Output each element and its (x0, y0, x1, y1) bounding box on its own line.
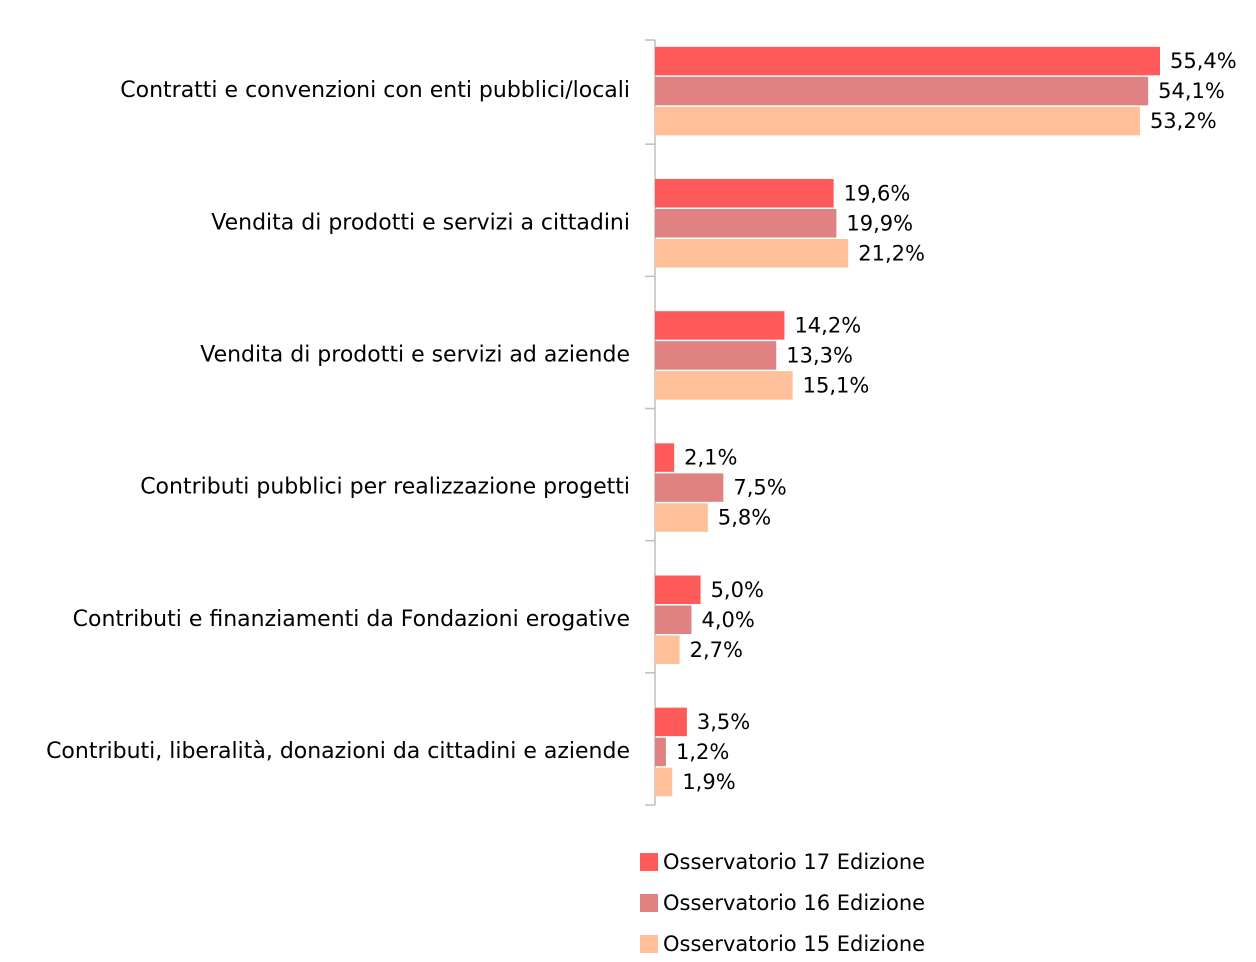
bar (655, 707, 687, 737)
data-label: 3,5% (697, 710, 750, 734)
bar (655, 76, 1149, 106)
bar (655, 737, 666, 767)
data-label: 4,0% (701, 608, 754, 632)
data-label: 5,8% (718, 506, 771, 530)
category-label: Contratti e convenzioni con enti pubblic… (120, 78, 630, 103)
bar (655, 239, 849, 268)
category-label: Contributi, liberalità, donazioni da cit… (46, 739, 630, 764)
bar (655, 209, 837, 238)
data-label: 2,1% (684, 446, 737, 470)
data-label: 55,4% (1170, 49, 1237, 73)
data-label: 14,2% (794, 313, 861, 337)
bar (655, 767, 673, 797)
bar (655, 179, 834, 208)
bar (655, 605, 692, 634)
data-label: 54,1% (1158, 79, 1225, 103)
bar (655, 473, 724, 502)
legend-label: Osservatorio 16 Edizione (663, 891, 925, 915)
legend-swatch (640, 935, 658, 953)
data-label: 21,2% (858, 241, 925, 265)
bar (655, 635, 680, 664)
data-label: 7,5% (733, 476, 786, 500)
data-label: 53,2% (1150, 109, 1217, 133)
legend-label: Osservatorio 17 Edizione (663, 850, 925, 874)
data-label: 1,9% (682, 770, 735, 794)
category-label: Vendita di prodotti e servizi a cittadin… (211, 210, 630, 235)
data-label: 19,9% (846, 211, 913, 235)
bar (655, 503, 708, 532)
data-label: 1,2% (676, 740, 729, 764)
bar (655, 106, 1140, 136)
data-label: 5,0% (711, 578, 764, 602)
data-label: 15,1% (803, 373, 870, 397)
category-label: Contributi e finanziamenti da Fondazioni… (73, 607, 630, 632)
data-label: 2,7% (690, 638, 743, 662)
bar (655, 443, 675, 472)
legend-swatch (640, 894, 658, 912)
legend-swatch (640, 853, 658, 871)
category-label: Contributi pubblici per realizzazione pr… (140, 475, 630, 500)
legend-label: Osservatorio 15 Edizione (663, 932, 925, 956)
bar (655, 341, 777, 370)
data-label: 19,6% (844, 181, 911, 205)
bar (655, 371, 793, 400)
data-label: 13,3% (786, 343, 853, 367)
bar (655, 575, 701, 604)
bar (655, 311, 785, 340)
category-label: Vendita di prodotti e servizi ad aziende (200, 342, 630, 367)
bar (655, 46, 1160, 76)
